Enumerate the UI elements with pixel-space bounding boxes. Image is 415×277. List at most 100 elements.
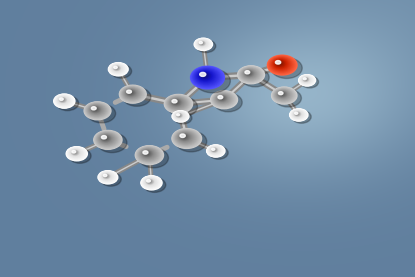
Circle shape bbox=[93, 108, 96, 110]
Circle shape bbox=[215, 93, 231, 104]
Circle shape bbox=[179, 133, 190, 141]
Circle shape bbox=[88, 104, 105, 116]
Circle shape bbox=[202, 74, 207, 77]
Circle shape bbox=[200, 42, 203, 44]
Circle shape bbox=[208, 145, 224, 156]
Circle shape bbox=[138, 147, 160, 162]
Circle shape bbox=[56, 96, 71, 105]
Circle shape bbox=[218, 96, 223, 99]
Circle shape bbox=[90, 106, 102, 114]
Circle shape bbox=[303, 78, 306, 80]
Circle shape bbox=[196, 70, 215, 83]
Circle shape bbox=[183, 136, 185, 137]
Circle shape bbox=[98, 133, 115, 145]
Circle shape bbox=[127, 90, 134, 95]
Circle shape bbox=[302, 77, 310, 83]
Circle shape bbox=[164, 94, 193, 113]
Circle shape bbox=[210, 147, 219, 153]
Circle shape bbox=[271, 57, 292, 72]
Circle shape bbox=[242, 69, 257, 79]
Circle shape bbox=[199, 41, 205, 45]
Circle shape bbox=[109, 63, 127, 75]
Circle shape bbox=[195, 39, 212, 50]
Circle shape bbox=[115, 67, 119, 70]
Circle shape bbox=[176, 113, 183, 118]
Circle shape bbox=[301, 76, 312, 83]
Circle shape bbox=[201, 73, 208, 78]
Circle shape bbox=[276, 90, 289, 99]
Circle shape bbox=[196, 40, 216, 53]
Circle shape bbox=[176, 132, 195, 144]
Circle shape bbox=[59, 98, 66, 102]
Circle shape bbox=[167, 96, 188, 110]
Circle shape bbox=[275, 89, 292, 101]
Circle shape bbox=[182, 135, 186, 138]
Circle shape bbox=[173, 111, 187, 121]
Circle shape bbox=[143, 151, 148, 154]
Circle shape bbox=[195, 39, 211, 50]
Circle shape bbox=[279, 92, 286, 97]
Circle shape bbox=[103, 174, 110, 179]
Circle shape bbox=[174, 112, 186, 120]
Circle shape bbox=[123, 88, 151, 106]
Circle shape bbox=[95, 131, 120, 148]
Circle shape bbox=[241, 68, 269, 87]
Circle shape bbox=[242, 68, 258, 79]
Circle shape bbox=[147, 180, 153, 184]
Circle shape bbox=[141, 176, 162, 190]
Circle shape bbox=[172, 99, 181, 106]
Circle shape bbox=[294, 112, 300, 116]
Circle shape bbox=[278, 92, 283, 95]
Circle shape bbox=[109, 63, 127, 75]
Circle shape bbox=[196, 70, 216, 83]
Circle shape bbox=[88, 104, 116, 123]
Circle shape bbox=[168, 97, 186, 109]
Circle shape bbox=[194, 69, 219, 85]
Circle shape bbox=[114, 66, 120, 70]
Circle shape bbox=[211, 91, 237, 109]
Circle shape bbox=[173, 111, 188, 121]
Circle shape bbox=[210, 147, 220, 153]
Circle shape bbox=[74, 152, 75, 153]
Circle shape bbox=[176, 113, 184, 119]
Circle shape bbox=[239, 66, 263, 83]
Circle shape bbox=[146, 153, 147, 154]
Circle shape bbox=[138, 148, 159, 161]
Circle shape bbox=[54, 94, 75, 108]
Circle shape bbox=[280, 93, 284, 95]
Circle shape bbox=[110, 64, 125, 74]
Circle shape bbox=[281, 93, 282, 94]
Circle shape bbox=[73, 151, 77, 154]
Circle shape bbox=[135, 146, 164, 165]
Circle shape bbox=[247, 72, 250, 74]
Circle shape bbox=[213, 149, 215, 150]
Circle shape bbox=[98, 171, 117, 183]
Circle shape bbox=[176, 131, 195, 144]
Circle shape bbox=[172, 111, 188, 122]
Circle shape bbox=[271, 58, 291, 71]
Circle shape bbox=[178, 115, 180, 116]
Circle shape bbox=[243, 69, 256, 78]
Circle shape bbox=[97, 133, 127, 153]
Circle shape bbox=[71, 150, 79, 155]
Circle shape bbox=[89, 105, 103, 114]
Circle shape bbox=[100, 172, 115, 182]
Circle shape bbox=[100, 172, 115, 182]
Circle shape bbox=[96, 132, 118, 147]
Circle shape bbox=[199, 72, 211, 80]
Circle shape bbox=[58, 97, 68, 104]
Circle shape bbox=[178, 114, 181, 116]
Circle shape bbox=[267, 55, 297, 75]
Circle shape bbox=[90, 106, 101, 113]
Circle shape bbox=[55, 95, 73, 107]
Circle shape bbox=[207, 145, 225, 157]
Circle shape bbox=[146, 179, 155, 185]
Circle shape bbox=[301, 76, 319, 88]
Circle shape bbox=[191, 67, 223, 88]
Circle shape bbox=[180, 134, 190, 140]
Circle shape bbox=[142, 176, 161, 189]
Circle shape bbox=[291, 110, 305, 119]
Circle shape bbox=[178, 115, 179, 116]
Circle shape bbox=[193, 68, 220, 86]
Circle shape bbox=[104, 137, 107, 139]
